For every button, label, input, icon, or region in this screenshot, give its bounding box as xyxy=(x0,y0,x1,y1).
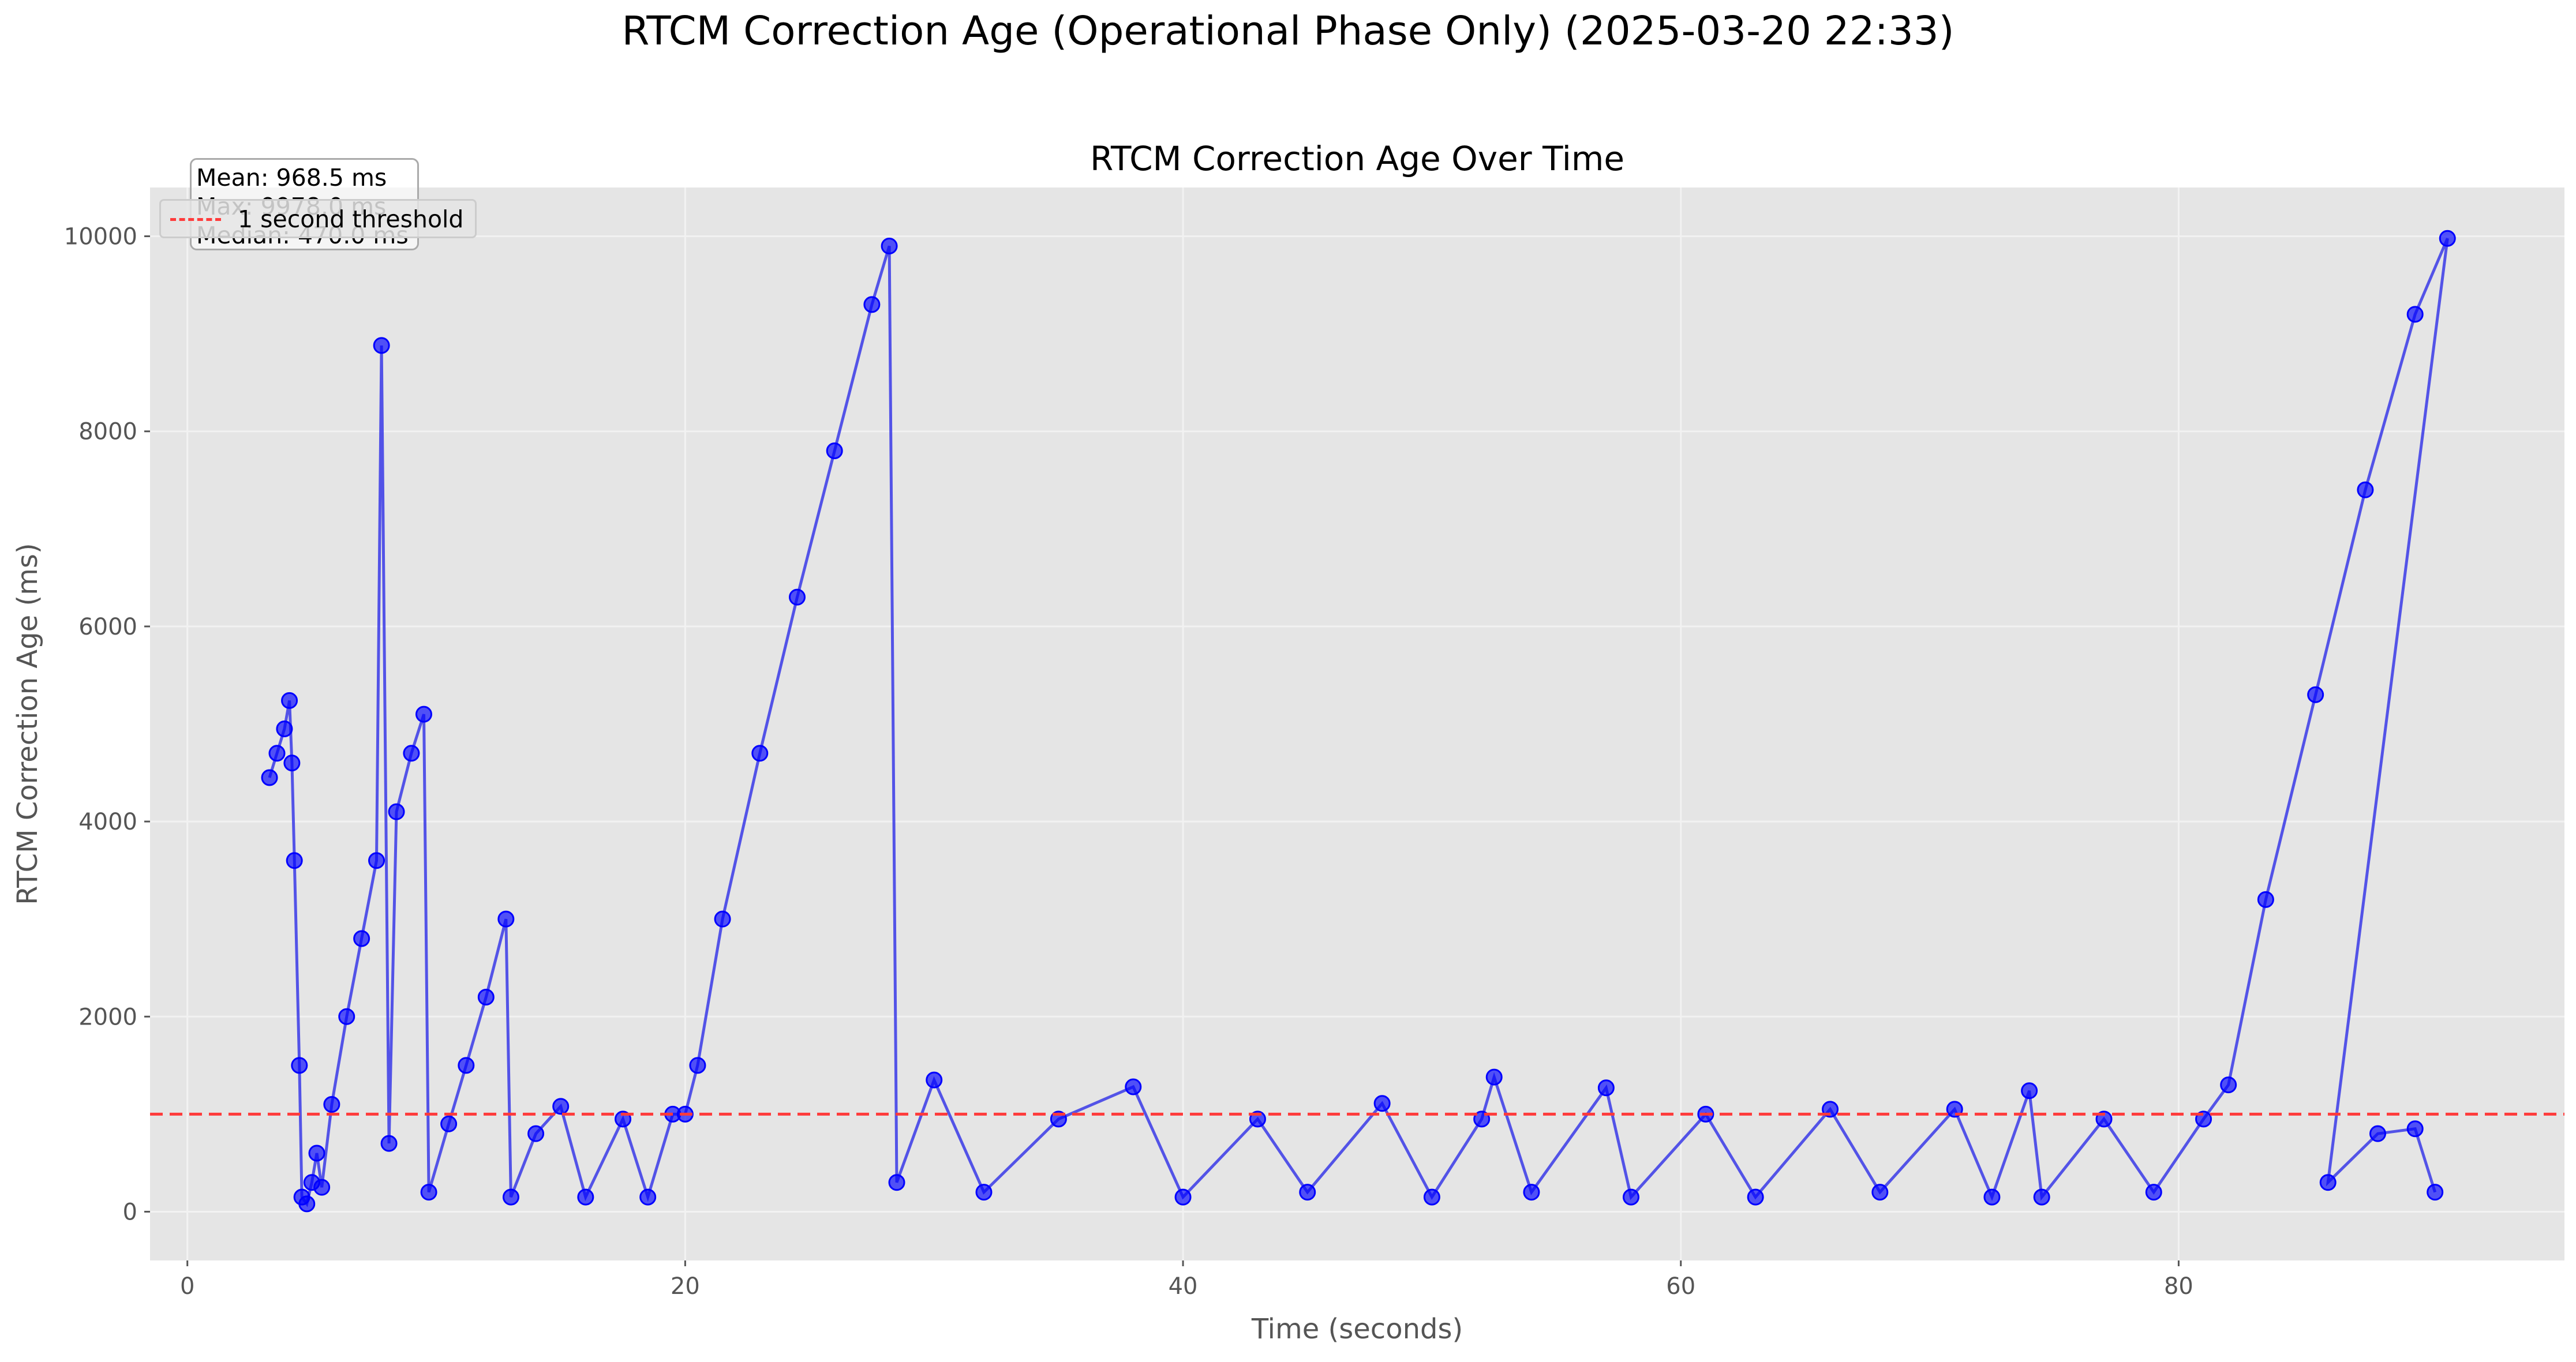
data-point xyxy=(577,1188,594,1206)
data-point xyxy=(403,745,420,762)
y-tick-label: 4000 xyxy=(78,809,137,835)
data-point xyxy=(440,1115,458,1132)
data-point xyxy=(2021,1082,2038,1100)
x-tick-label: 20 xyxy=(671,1273,700,1300)
data-point xyxy=(415,706,432,723)
data-point xyxy=(788,588,806,606)
data-point xyxy=(2357,481,2374,498)
data-point xyxy=(308,1145,325,1162)
data-point xyxy=(1125,1078,1142,1095)
chart-title: RTCM Correction Age Over Time xyxy=(1090,139,1624,178)
data-point xyxy=(2369,1125,2386,1142)
data-point xyxy=(373,337,390,354)
plot-area xyxy=(150,187,2564,1260)
data-point xyxy=(1747,1188,1764,1206)
data-point xyxy=(276,720,293,737)
data-point xyxy=(283,755,301,772)
data-point xyxy=(926,1071,943,1089)
data-point xyxy=(2406,1120,2424,1138)
data-point xyxy=(497,910,515,928)
data-point xyxy=(368,852,385,869)
data-point xyxy=(751,745,769,762)
data-point xyxy=(1174,1188,1192,1206)
data-point xyxy=(1423,1188,1440,1206)
x-tick-label: 80 xyxy=(2164,1273,2193,1300)
legend-dashed-line xyxy=(170,218,221,221)
data-point xyxy=(338,1008,355,1025)
data-point xyxy=(477,988,495,1005)
x-tick-label: 0 xyxy=(180,1273,194,1300)
data-point xyxy=(281,692,298,709)
y-tick-label: 10000 xyxy=(64,224,137,250)
data-point xyxy=(502,1188,519,1206)
data-point xyxy=(380,1135,398,1152)
data-point xyxy=(323,1095,340,1113)
y-tick-label: 6000 xyxy=(78,614,137,640)
data-point xyxy=(2307,686,2324,703)
data-point xyxy=(881,237,898,254)
data-point xyxy=(420,1184,437,1201)
stat-mean: Mean: 968.5 ms xyxy=(196,164,387,192)
data-point xyxy=(975,1184,993,1201)
data-point xyxy=(1485,1068,1503,1086)
y-tick-label: 8000 xyxy=(78,419,137,445)
data-point xyxy=(714,910,731,928)
data-point xyxy=(2257,891,2274,908)
data-point xyxy=(2406,306,2424,323)
data-point xyxy=(527,1125,545,1142)
data-point xyxy=(1597,1079,1615,1097)
data-point xyxy=(552,1098,570,1115)
figure-title: RTCM Correction Age (Operational Phase O… xyxy=(621,8,1955,54)
axes: 0 20 40 60 80 0 2000 4000 6000 8000 10000 xyxy=(64,224,2193,1300)
data-point xyxy=(1983,1188,2001,1206)
x-tick-label: 40 xyxy=(1169,1273,1198,1300)
data-point xyxy=(313,1179,331,1196)
data-point xyxy=(639,1188,657,1206)
data-point xyxy=(2033,1188,2050,1206)
data-point xyxy=(2145,1184,2162,1201)
legend: 1 second threshold xyxy=(159,199,477,238)
x-tick-label: 60 xyxy=(1666,1273,1695,1300)
data-point xyxy=(388,803,405,820)
data-point xyxy=(458,1057,475,1074)
y-tick-label: 0 xyxy=(123,1199,137,1225)
data-point xyxy=(353,930,370,947)
data-point xyxy=(1299,1184,1316,1201)
data-point xyxy=(268,745,286,762)
data-point xyxy=(261,769,278,786)
data-point xyxy=(2319,1174,2337,1191)
data-point xyxy=(1871,1184,1889,1201)
data-point xyxy=(2427,1184,2444,1201)
data-point xyxy=(863,296,881,313)
data-point xyxy=(2439,230,2456,247)
data-point xyxy=(2220,1076,2237,1094)
data-point xyxy=(689,1057,706,1074)
x-axis-label: Time (seconds) xyxy=(1251,1313,1463,1345)
y-axis-label: RTCM Correction Age (ms) xyxy=(12,543,44,905)
data-point xyxy=(1622,1188,1639,1206)
legend-label: 1 second threshold xyxy=(238,205,464,233)
data-point xyxy=(1373,1095,1391,1112)
y-tick-label: 2000 xyxy=(78,1004,137,1030)
data-point xyxy=(888,1174,905,1191)
series-layer xyxy=(261,230,2456,1213)
data-point xyxy=(291,1057,308,1074)
data-point xyxy=(286,852,303,869)
data-point xyxy=(1523,1184,1540,1201)
data-point xyxy=(298,1195,316,1213)
data-point xyxy=(826,442,843,460)
grid-lines xyxy=(150,187,2564,1260)
